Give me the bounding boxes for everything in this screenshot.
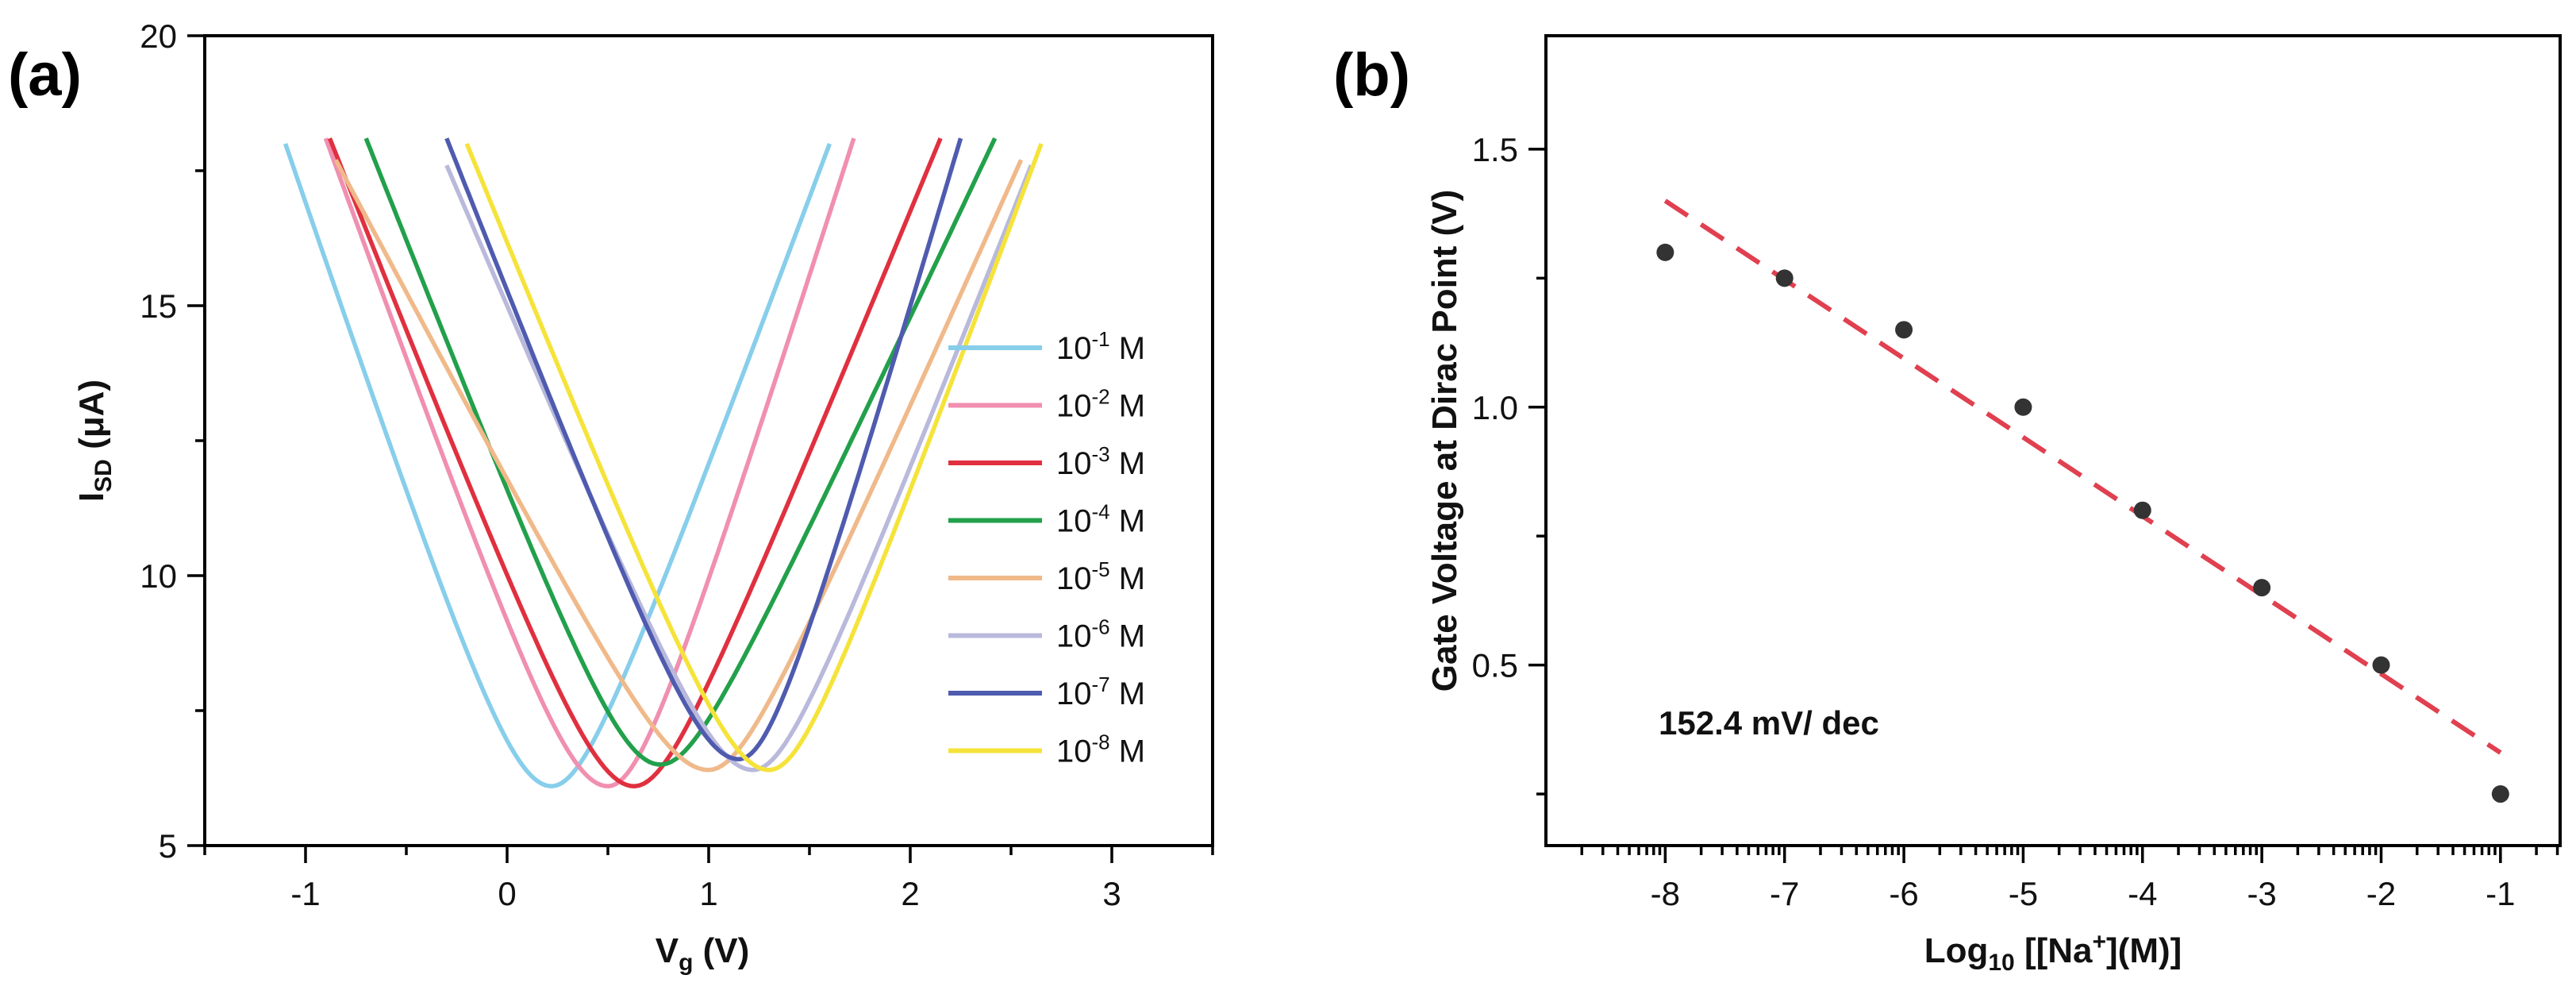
legend-exp: -6 (1092, 615, 1110, 639)
legend-exp: -5 (1092, 557, 1110, 581)
legend-base: 10 (1056, 389, 1092, 424)
panel-b-data-point (2491, 785, 2509, 804)
panel-a-xlabel-sub: g (679, 950, 693, 976)
panel-a-series-line (327, 137, 943, 788)
legend-unit: M (1110, 561, 1145, 596)
panel-a-xtick-label: 2 (901, 875, 919, 912)
panel-a-series-line (444, 137, 963, 761)
panel-a-xlabel-unit: (V) (693, 931, 749, 970)
legend-label: 10-6 M (1056, 615, 1145, 654)
legend-base: 10 (1056, 619, 1092, 654)
panel-a-xtick-label: -1 (290, 875, 320, 912)
legend-exp: -7 (1092, 672, 1110, 696)
legend-label: 10-1 M (1056, 327, 1145, 366)
panel-b-slope-annotation: 152.4 mV/ dec (1659, 704, 1879, 742)
legend-label: 10-3 M (1056, 442, 1145, 481)
panel-a-ylabel-main: I (72, 492, 111, 502)
legend-unit: M (1110, 389, 1145, 424)
panel-a-xlabel: Vg (V) (656, 931, 750, 976)
panel-b-xlabel-mid: [[Na (2015, 931, 2093, 970)
panel-b-xlabel-sup: + (2093, 929, 2107, 955)
panel-b-xtick-label: -4 (2128, 875, 2157, 912)
legend-label: 10-7 M (1056, 672, 1145, 711)
panel-b-data-point (2133, 501, 2151, 519)
panel-b-data-point (2014, 398, 2032, 416)
legend-base: 10 (1056, 734, 1092, 769)
panel-b-frame (1544, 34, 2562, 847)
legend-unit: M (1110, 619, 1145, 654)
panel-b-label: (b) (1333, 41, 1410, 109)
panel-a-curves (283, 137, 1044, 788)
legend-label: 10-5 M (1056, 557, 1145, 596)
panel-a-series-line (464, 142, 1044, 773)
legend-exp: -2 (1092, 385, 1110, 409)
panel-b-xtick-label: -8 (1651, 875, 1680, 912)
panel-b-fit-dashed-line (1663, 198, 2502, 755)
panel-a-ticks: -1 0 1 2 3 5 10 15 20 (140, 17, 1214, 912)
legend-label: 10-4 M (1056, 500, 1145, 539)
legend-exp: -4 (1092, 500, 1110, 524)
legend-base: 10 (1056, 676, 1092, 711)
panel-b-data-point (1895, 321, 1913, 339)
legend-label: 10-8 M (1056, 730, 1145, 769)
panel-b-xtick-label: -1 (2486, 875, 2515, 912)
legend-base: 10 (1056, 446, 1092, 481)
panel-b-xtick-label: -6 (1889, 875, 1918, 912)
panel-b-data-point (2253, 579, 2271, 597)
panel-b-xtick-label: -2 (2366, 875, 2396, 912)
panel-b-xtick-label: -3 (2247, 875, 2276, 912)
legend-exp: -1 (1092, 327, 1110, 351)
panel-b-xlabel-sub: 10 (1988, 950, 2014, 976)
panel-b-fit-line (1663, 198, 2502, 755)
legend-unit: M (1110, 504, 1145, 539)
panel-a-xtick-label: 1 (699, 875, 717, 912)
panel-a-xtick-label: 0 (498, 875, 516, 912)
panel-a-ylabel-unit: (μA) (72, 380, 111, 459)
panel-a-legend: 10-1 M10-2 M10-3 M10-4 M10-5 M10-6 M10-7… (948, 327, 1145, 769)
legend-unit: M (1110, 446, 1145, 481)
panel-b-data-point (1656, 243, 1674, 261)
panel-b-xtick-label: -7 (1770, 875, 1799, 912)
panel-b-data-point (1775, 269, 1794, 287)
panel-a-ytick-label: 15 (140, 287, 177, 325)
panel-a-xtick-label: 3 (1102, 875, 1121, 912)
panel-b-data-point (2372, 656, 2390, 674)
panel-a-ylabel-sub: SD (90, 459, 117, 492)
panel-b: -8 -7 -6 -5 -4 -3 -2 -10.51.01.5 152.4 mV/ dec … (1425, 34, 2562, 976)
legend-exp: -3 (1092, 442, 1110, 466)
panel-a-ytick-label: 20 (140, 17, 177, 55)
panel-b-points (1656, 243, 2509, 804)
panel-a-label: (a) (8, 41, 82, 109)
panel-b-ytick-label: 1.0 (1472, 389, 1518, 426)
legend-unit: M (1110, 734, 1145, 769)
legend-label: 10-2 M (1056, 385, 1145, 424)
panel-b-xlabel: Log10 [[Na+](M)] (1924, 929, 2182, 976)
legend-exp: -8 (1092, 730, 1110, 754)
panel-a-ytick-label: 10 (140, 557, 177, 595)
panel-b-xlabel-end: ](M)] (2106, 931, 2182, 970)
legend-base: 10 (1056, 561, 1092, 596)
panel-b-ticks: -8 -7 -6 -5 -4 -3 -2 -1 0.5 1.0 1.5 (1472, 131, 2559, 912)
panel-a-series-line (444, 164, 1033, 773)
panel-a-xlabel-main: V (656, 931, 679, 970)
legend-base: 10 (1056, 331, 1092, 366)
panel-b-ylabel: Gate Voltage at Dirac Point (V) (1425, 190, 1464, 692)
legend-base: 10 (1056, 504, 1092, 539)
panel-b-ytick-label: 1.5 (1472, 131, 1518, 168)
panel-a-series-line (283, 143, 832, 788)
legend-unit: M (1110, 676, 1145, 711)
panel-b-xlabel-main: Log (1924, 931, 1989, 970)
panel-b-ytick-label: 0.5 (1472, 647, 1518, 684)
panel-a-frame (203, 34, 1214, 847)
panel-b-xtick-label: -5 (2009, 875, 2038, 912)
panel-a-ylabel: ISD (μA) (72, 380, 117, 502)
panel-a-series-line (323, 137, 856, 788)
panel-a-series-line (333, 159, 1024, 773)
legend-unit: M (1110, 331, 1145, 366)
panel-a-ytick-label: 5 (159, 827, 177, 865)
